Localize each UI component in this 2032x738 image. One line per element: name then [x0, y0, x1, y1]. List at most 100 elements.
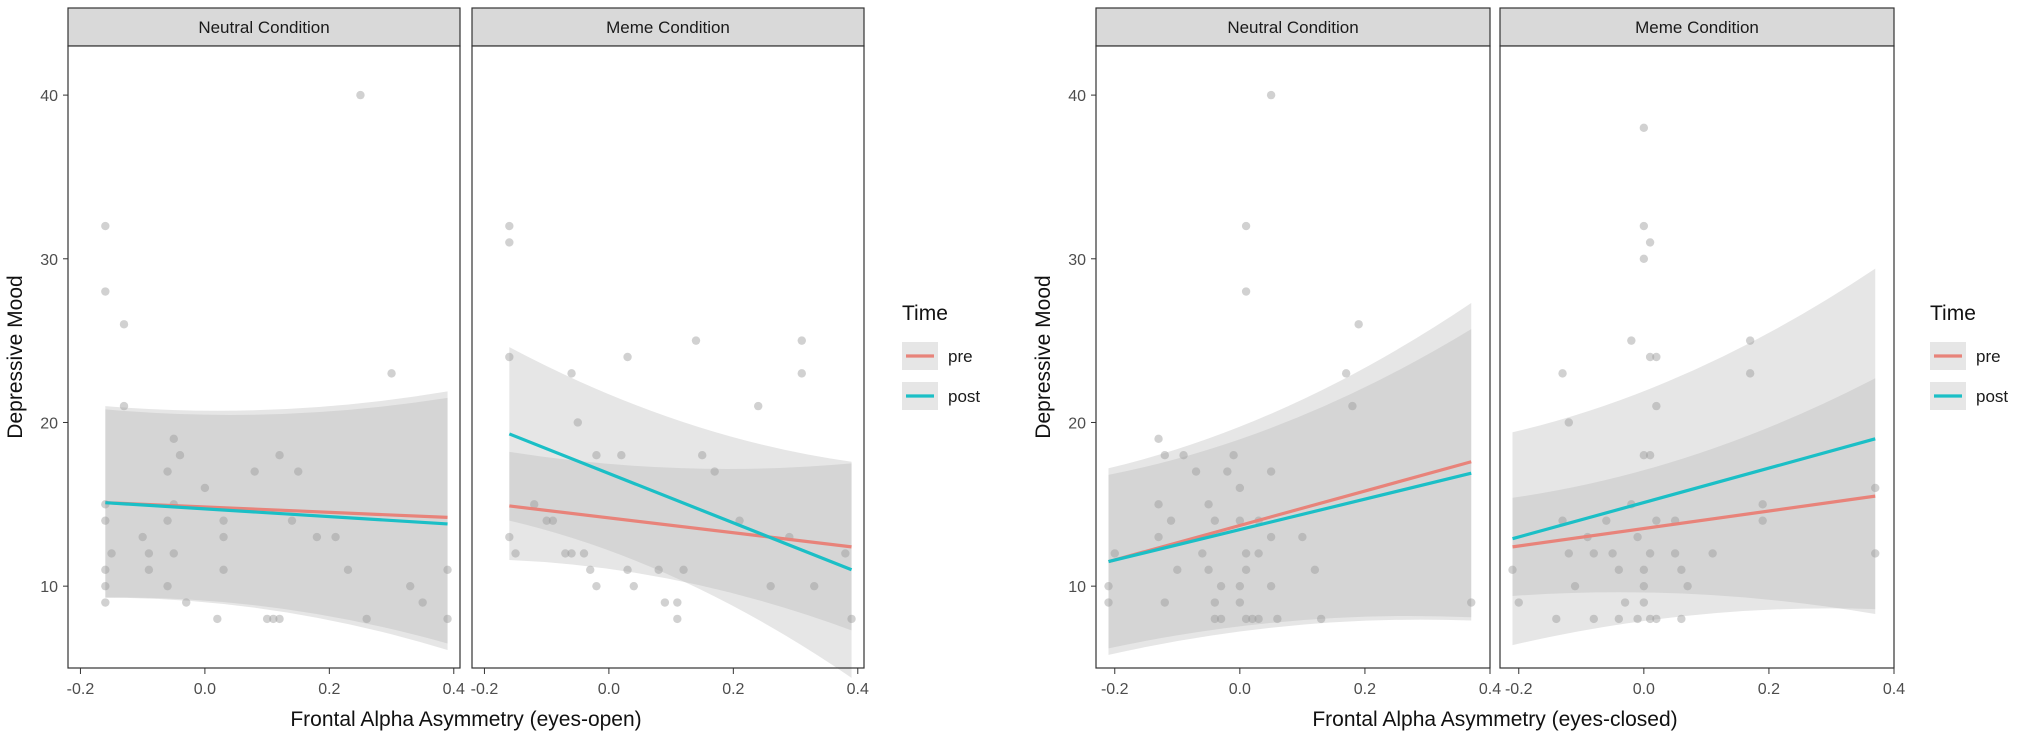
data-point [144, 565, 154, 574]
data-point [1235, 516, 1245, 525]
data-point [1210, 598, 1220, 607]
data-point [505, 352, 514, 362]
data-point [1191, 467, 1201, 476]
data-point [1745, 369, 1755, 378]
ci-ribbon-post [509, 347, 852, 678]
x-tick-label: 0.4 [443, 681, 465, 698]
data-point [1633, 614, 1642, 624]
fit-line-post [508, 432, 853, 572]
x-tick-label: 0.0 [1229, 681, 1251, 698]
x-tick-label: 0.2 [318, 681, 340, 698]
data-point [617, 451, 626, 460]
panel-border [1095, 45, 1491, 669]
data-point [1677, 614, 1686, 624]
data-point [1216, 581, 1226, 591]
legend-label-pre: pre [948, 347, 973, 366]
data-point [592, 451, 601, 460]
data-point [754, 401, 763, 411]
data-point [101, 565, 110, 574]
data-point [182, 598, 191, 607]
fit-line-pre [1512, 494, 1876, 549]
data-point [1639, 598, 1649, 607]
data-point [542, 516, 551, 525]
data-point [1758, 516, 1767, 525]
data-point [623, 352, 632, 362]
data-point [1316, 614, 1326, 624]
x-tick-label: 0.0 [598, 681, 620, 698]
facet-strip-label: Meme Condition [1635, 18, 1759, 37]
data-point [1273, 614, 1282, 624]
data-point [1614, 614, 1624, 624]
data-point [1216, 614, 1226, 624]
panel-border [471, 45, 865, 669]
x-tick-label: -0.2 [67, 681, 95, 698]
data-point [163, 516, 172, 525]
data-point [1254, 549, 1263, 558]
data-point [1248, 614, 1257, 624]
data-point [1467, 598, 1476, 607]
data-point [1602, 516, 1611, 525]
data-point [1348, 401, 1357, 411]
data-point [1627, 336, 1636, 345]
facet-strip-label: Neutral Condition [198, 18, 329, 37]
data-point [1652, 614, 1661, 624]
y-tick-label: 20 [40, 415, 58, 432]
data-point [1645, 352, 1655, 362]
data-point [1645, 238, 1655, 247]
facet-strip [471, 7, 865, 47]
data-point [1645, 451, 1655, 460]
data-point [1154, 500, 1163, 509]
legend-title: Time [902, 302, 948, 325]
data-point [1708, 549, 1717, 558]
data-point [1633, 532, 1642, 542]
data-point [1154, 532, 1163, 542]
data-point [1871, 483, 1880, 493]
ci-ribbon-post [1108, 329, 1472, 649]
data-point [1354, 320, 1363, 329]
data-point [1266, 532, 1276, 542]
data-point [119, 320, 129, 329]
data-point [1160, 451, 1169, 460]
data-point [1564, 418, 1573, 427]
data-point [294, 467, 303, 476]
y-tick-label: 30 [1068, 252, 1086, 269]
data-point [1266, 90, 1276, 100]
data-point [847, 614, 856, 624]
data-point [275, 451, 284, 460]
x-tick-label: 0.0 [194, 681, 216, 698]
data-point [175, 451, 185, 460]
ci-ribbon-pre [1108, 302, 1472, 655]
data-point [1645, 549, 1655, 558]
data-point [567, 549, 576, 558]
data-point [1614, 565, 1624, 574]
data-point [567, 369, 576, 378]
fit-line-pre [1108, 460, 1472, 564]
x-tick-label: -0.2 [471, 681, 499, 698]
data-point [1670, 549, 1680, 558]
panel-border [1499, 45, 1895, 669]
data-point [810, 581, 819, 591]
legend-label-post: post [1976, 387, 2008, 406]
data-point [1104, 581, 1113, 591]
fit-line-post [105, 501, 448, 526]
panel-background [1500, 46, 1894, 668]
data-point [1204, 565, 1213, 574]
data-point [1639, 565, 1649, 574]
x-tick-label: -0.2 [1101, 681, 1129, 698]
data-point [1620, 598, 1630, 607]
data-point [1179, 451, 1188, 460]
data-point [530, 500, 539, 509]
data-point [573, 418, 582, 427]
data-point [387, 369, 396, 378]
data-point [561, 549, 570, 558]
data-point [654, 565, 663, 574]
legend-label-post: post [948, 387, 980, 406]
data-point [219, 516, 228, 525]
y-tick-label: 40 [40, 88, 58, 105]
data-point [119, 401, 129, 411]
data-point [511, 549, 520, 558]
data-point [623, 565, 632, 574]
data-point [362, 614, 371, 624]
data-point [1223, 467, 1232, 476]
